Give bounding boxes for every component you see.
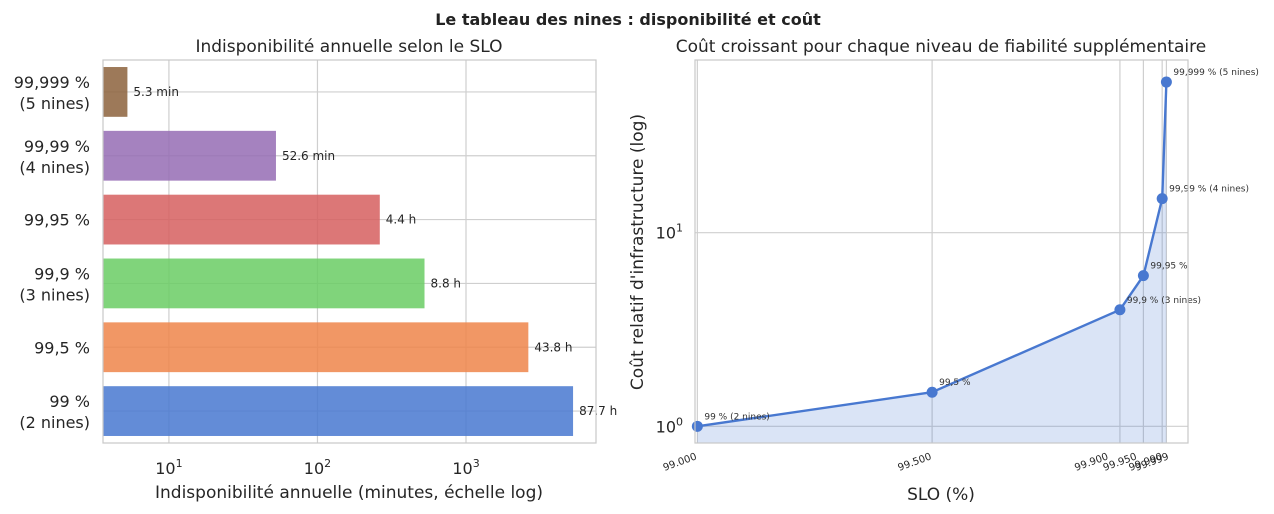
area-fill [697,82,1167,443]
category-label: 99,99 % [24,137,90,156]
category-label: 99,95 % [24,211,90,230]
bar [103,67,128,117]
left-chart-frame [102,59,597,444]
left-chart-x-tick-labels: 101 102 103 [155,457,479,478]
left-chart-grid [103,60,596,443]
category-sublabel: (2 nines) [19,413,90,432]
bar-value-label: 4.4 h [386,213,417,227]
cost-line-chart: Coût croissant pour chaque niveau de fia… [628,37,1259,505]
point-label: 99,5 % [939,378,971,388]
right-y-tick-label: 101 [656,222,683,243]
bar-value-label: 87.7 h [579,404,617,418]
point-label: 99,99 % (4 nines) [1169,185,1249,195]
point-label: 99 % (2 nines) [704,412,769,422]
bar [103,322,529,373]
figure-suptitle: Le tableau des nines : disponibilité et … [435,10,821,29]
right-x-tick-label: 99.000 [662,451,699,473]
data-point [1156,193,1168,205]
category-sublabel: (4 nines) [19,158,90,177]
left-chart-data-labels: 87.7 h 43.8 h 8.8 h 4.4 h 52.6 min 5.3 min [133,85,617,418]
right-chart-y-axis-label: Coût relatif d'infrastructure (log) [628,114,648,390]
bar [103,386,574,436]
left-chart-bars [103,67,574,436]
left-x-tick-label: 101 [155,457,182,478]
category-label: 99,9 % [34,264,90,283]
right-chart-frame [694,59,1189,444]
downtime-bar-chart: Indisponibilité annuelle selon le SLO 87… [14,37,617,503]
point-label: 99,9 % (3 nines) [1127,296,1201,306]
category-sublabel: (5 nines) [19,94,90,113]
right-chart-title: Coût croissant pour chaque niveau de fia… [676,37,1206,57]
data-point [1137,270,1149,282]
cost-line [697,82,1168,428]
data-point [926,386,938,398]
bar-value-label: 52.6 min [282,149,335,163]
category-label: 99 % [49,392,90,411]
data-point [1114,304,1126,316]
right-y-tick-label: 100 [656,415,683,436]
right-chart-line [697,82,1168,428]
left-chart-category-labels: 99 % (2 nines) 99,5 % 99,9 % (3 nines) 99,95 … [14,73,90,432]
right-chart-area [697,82,1167,443]
point-label: 99,95 % [1150,262,1188,272]
right-chart-y-tick-labels: 100 101 [656,222,683,437]
right-chart-grid [695,60,1188,443]
right-x-tick-label: 99.500 [896,451,933,473]
bar-value-label: 5.3 min [133,85,179,99]
category-label: 99,5 % [34,338,90,357]
point-label: 99,999 % (5 nines) [1173,68,1259,78]
data-point [691,420,703,432]
left-x-tick-label: 102 [304,457,331,478]
left-chart-x-axis-label: Indisponibilité annuelle (minutes, échel… [155,483,543,503]
bar [103,194,380,245]
category-label: 99,999 % [14,73,90,92]
data-point [1160,76,1172,88]
right-chart-point-labels: 99 % (2 nines) 99,5 % 99,9 % (3 nines) 99,9… [704,68,1259,422]
bar [103,130,276,181]
left-chart-title: Indisponibilité annuelle selon le SLO [195,37,502,57]
right-chart-x-axis-label: SLO (%) [907,485,975,505]
bar-value-label: 43.8 h [534,340,572,354]
bar [103,258,425,309]
bar-value-label: 8.8 h [431,276,462,290]
left-x-tick-label: 103 [452,457,479,478]
category-sublabel: (3 nines) [19,285,90,304]
